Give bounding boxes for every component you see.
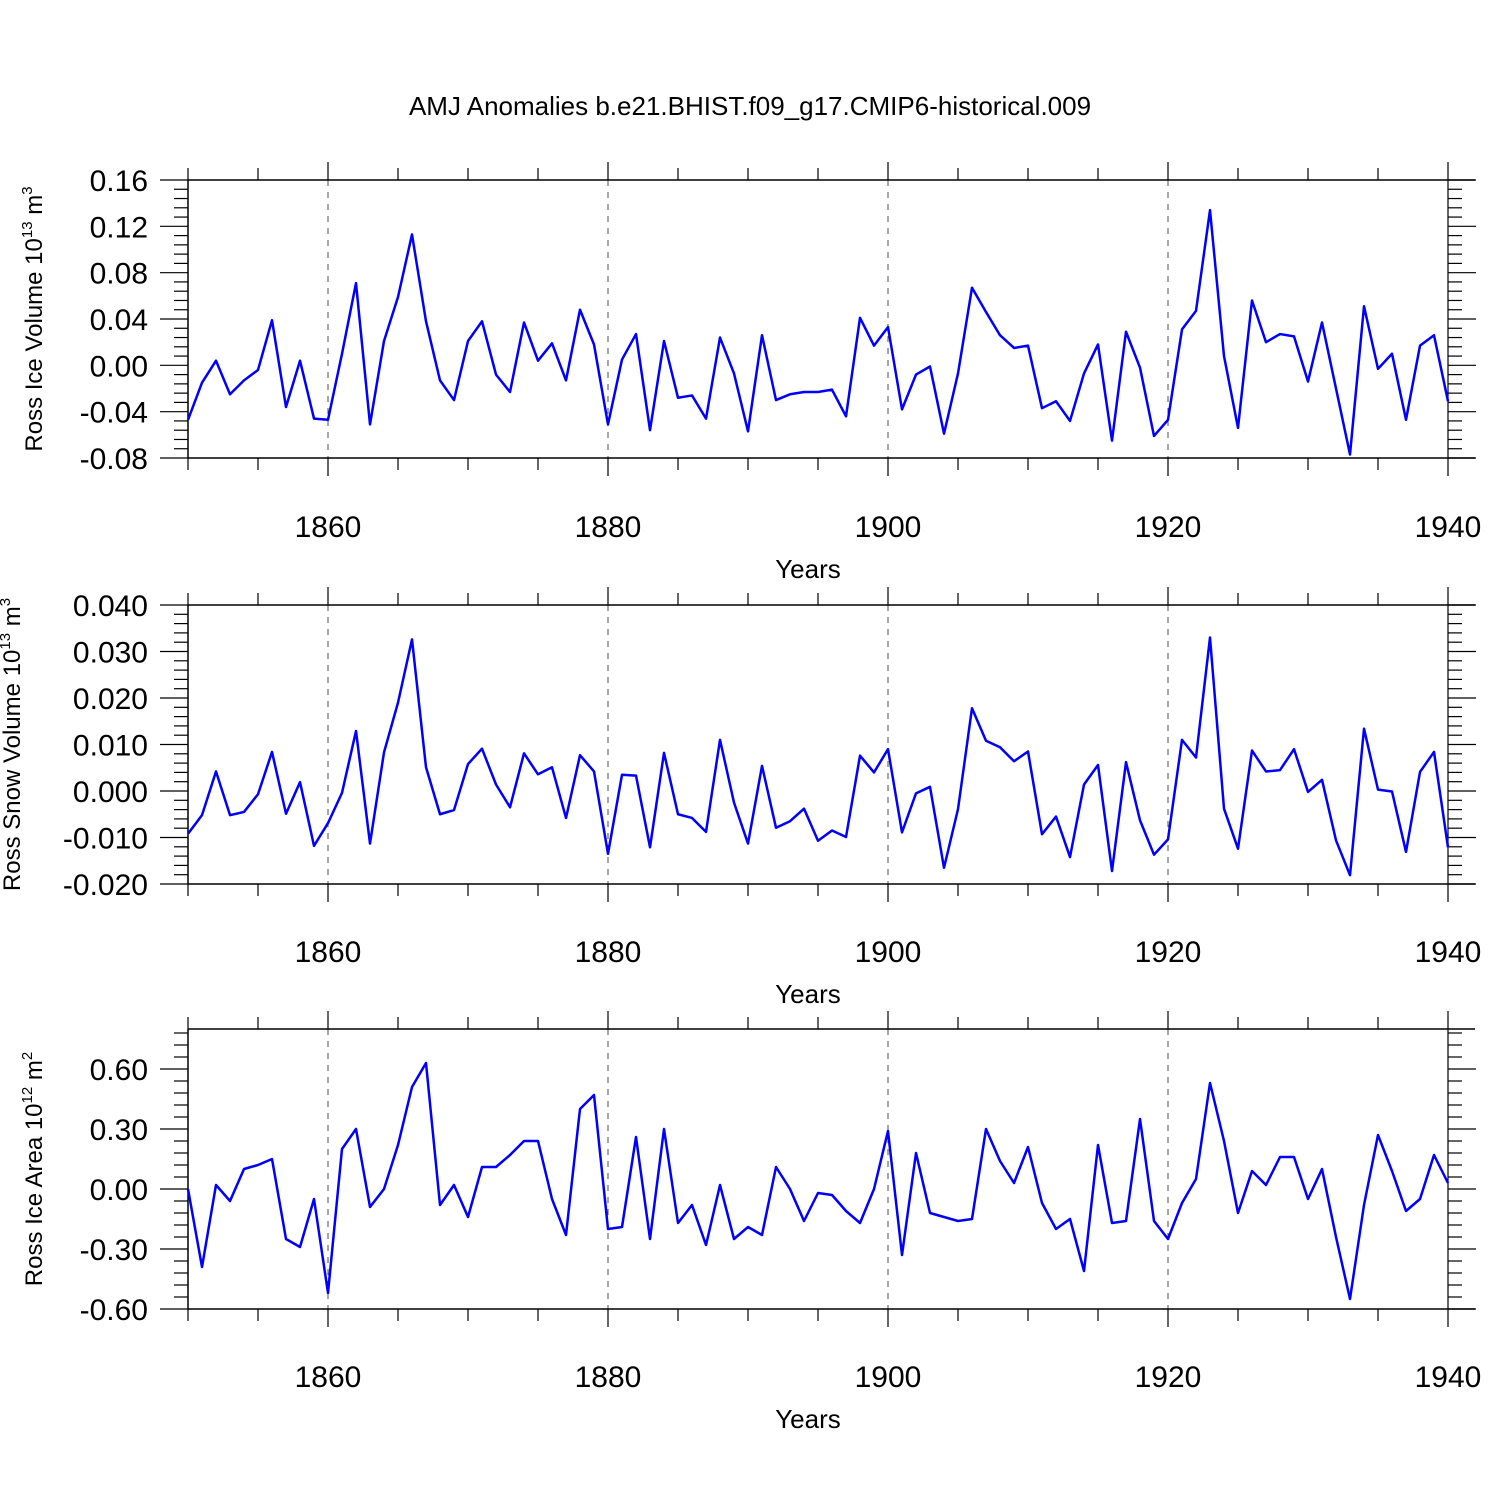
figure-title: AMJ Anomalies b.e21.BHIST.f09_g17.CMIP6-…: [409, 91, 1091, 121]
x-tick-label: 1860: [295, 511, 362, 544]
y-tick-label: 0.040: [73, 590, 148, 623]
x-tick-label: 1940: [1415, 1361, 1482, 1394]
y-axis-title: Ross Ice Area 1012 m2: [19, 1052, 48, 1286]
y-tick-label: 0.12: [90, 211, 148, 244]
x-tick-label: 1880: [575, 1361, 642, 1394]
y-tick-label: 0.00: [90, 350, 148, 383]
x-tick-label: 1880: [575, 936, 642, 969]
y-tick-label: 0.030: [73, 637, 148, 670]
y-tick-label: 0.30: [90, 1114, 148, 1147]
y-tick-label: -0.30: [80, 1234, 148, 1267]
panels: 1860 1880 1900 1920 1940Years-0.08-0.040.000…: [0, 162, 1481, 1434]
x-tick-label: 1920: [1135, 936, 1202, 969]
y-tick-label: 0.04: [90, 304, 148, 337]
y-tick-label: 0.00: [90, 1174, 148, 1207]
x-tick-label: 1940: [1415, 936, 1482, 969]
y-tick-label: -0.010: [63, 823, 148, 856]
y-tick-label: -0.08: [80, 443, 148, 476]
panel-1: 1860 1880 1900 1920 1940 Years -0.08 -0.04 0.00 0…: [19, 162, 1481, 584]
y-tick-label: -0.60: [80, 1294, 148, 1327]
x-tick-label: 1920: [1135, 511, 1202, 544]
x-tick-label: 1860: [295, 936, 362, 969]
y-tick-label: -0.04: [80, 397, 148, 430]
y-tick-label: 0.60: [90, 1054, 148, 1087]
y-tick-label: 0.16: [90, 165, 148, 198]
x-axis-title: Years: [775, 554, 841, 584]
y-tick-label: 0.000: [73, 776, 148, 809]
x-tick-label: 1920: [1135, 1361, 1202, 1394]
series-line: [186, 208, 1450, 456]
panel-2: 1860 1880 1900 1920 1940 Years -0.020 -0.010 0.0…: [0, 587, 1481, 1009]
x-axis-title: Years: [775, 1404, 841, 1434]
x-tick-label: 1860: [295, 1361, 362, 1394]
series-line: [187, 636, 1450, 877]
panel-3: 1860 1880 1900 1920 1940 Years -0.60 -0.30 0.00 0…: [19, 1011, 1481, 1434]
x-tick-label: 1900: [855, 936, 922, 969]
y-tick-label: 0.08: [90, 258, 148, 291]
y-tick-label: -0.020: [63, 869, 148, 902]
y-tick-label: 0.020: [73, 683, 148, 716]
x-tick-label: 1940: [1415, 511, 1482, 544]
x-tick-label: 1900: [855, 1361, 922, 1394]
x-tick-label: 1900: [855, 511, 922, 544]
y-axis-title: Ross Ice Volume 1013 m3: [19, 186, 48, 451]
series-line: [186, 1061, 1450, 1301]
y-tick-label: 0.010: [73, 730, 148, 763]
x-tick-label: 1880: [575, 511, 642, 544]
y-axis-title: Ross Snow Volume 1013 m3: [0, 598, 26, 891]
x-axis-title: Years: [775, 979, 841, 1009]
